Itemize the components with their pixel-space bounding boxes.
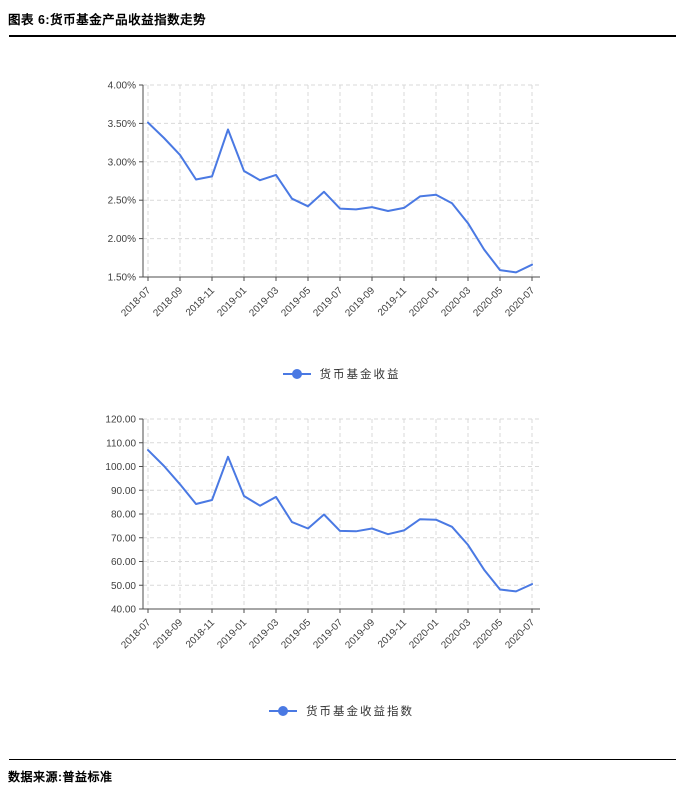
x-tick-label: 2019-07 — [311, 285, 345, 319]
x-tick-label: 2020-07 — [503, 285, 537, 319]
line-series — [147, 121, 533, 274]
y-tick-label: 90.00 — [111, 486, 136, 497]
y-tick-label: 60.00 — [111, 557, 136, 568]
x-tick-label: 2020-01 — [407, 617, 441, 651]
data-source: 数据来源:普益标准 — [8, 770, 113, 784]
y-tick-label: 120.00 — [105, 415, 136, 426]
x-tick-label: 2019-09 — [343, 617, 377, 651]
x-tick-label: 2020-07 — [503, 617, 537, 651]
x-tick-label: 2019-05 — [279, 617, 313, 651]
y-tick-label: 70.00 — [111, 533, 136, 544]
x-tick-label: 2019-07 — [311, 617, 345, 651]
legend-yield-index: 货币基金收益指数 — [143, 703, 540, 719]
y-tick-label: 2.00% — [108, 234, 136, 245]
y-tick-label: 4.00% — [108, 81, 136, 92]
x-tick-label: 2018-09 — [151, 617, 185, 651]
y-tick-label: 1.50% — [108, 273, 136, 284]
x-tick-label: 2020-03 — [439, 285, 473, 319]
y-tick-label: 50.00 — [111, 581, 136, 592]
x-tick-label: 2019-05 — [279, 285, 313, 319]
legend-yield-label: 货币基金收益 — [319, 369, 401, 381]
x-tick-label: 2020-03 — [439, 617, 473, 651]
x-tick-label: 2018-11 — [184, 285, 218, 319]
x-tick-label: 2019-03 — [247, 285, 281, 319]
figure-title: 图表 6:货币基金产品收益指数走势 — [8, 13, 207, 27]
y-tick-label: 110.00 — [106, 438, 136, 449]
x-tick-label: 2019-01 — [215, 617, 249, 651]
y-tick-label: 80.00 — [111, 510, 136, 521]
x-tick-label: 2020-01 — [407, 285, 441, 319]
x-tick-label: 2018-11 — [184, 617, 218, 651]
top-divider — [9, 35, 676, 37]
legend-line-marker-icon — [282, 368, 311, 380]
x-tick-label: 2019-11 — [376, 617, 410, 651]
legend-yield-index-label: 货币基金收益指数 — [306, 706, 414, 718]
y-tick-label: 40.00 — [111, 605, 136, 616]
money-fund-yield-index-chart: 40.00 50.00 60.00 70.00 80.00 90.00 100.00 110.… — [105, 415, 540, 651]
bottom-divider — [9, 759, 676, 760]
money-fund-yield-chart: 1.50%2.00%2.50%3.00%3.50%4.00%2018-07201… — [108, 81, 540, 319]
x-tick-label: 2020-05 — [471, 617, 505, 651]
y-tick-label: 3.50% — [108, 119, 136, 130]
y-tick-label: 3.00% — [108, 157, 136, 168]
line-series — [147, 449, 533, 593]
y-tick-label: 100.00 — [105, 462, 136, 473]
x-tick-label: 2019-09 — [343, 285, 377, 319]
legend-dot-icon — [291, 369, 302, 379]
legend-line-marker-icon — [269, 705, 297, 717]
x-tick-label: 2018-09 — [151, 285, 185, 319]
legend-dot-icon — [278, 706, 288, 716]
x-tick-label: 2020-05 — [471, 285, 505, 319]
x-tick-label: 2019-11 — [376, 285, 410, 319]
x-tick-label: 2019-01 — [215, 285, 249, 319]
x-tick-label: 2018-07 — [119, 285, 153, 319]
legend-yield: 货币基金收益 — [143, 366, 540, 382]
y-tick-label: 2.50% — [108, 196, 136, 207]
x-tick-label: 2019-03 — [247, 617, 281, 651]
x-tick-label: 2018-07 — [119, 617, 153, 651]
